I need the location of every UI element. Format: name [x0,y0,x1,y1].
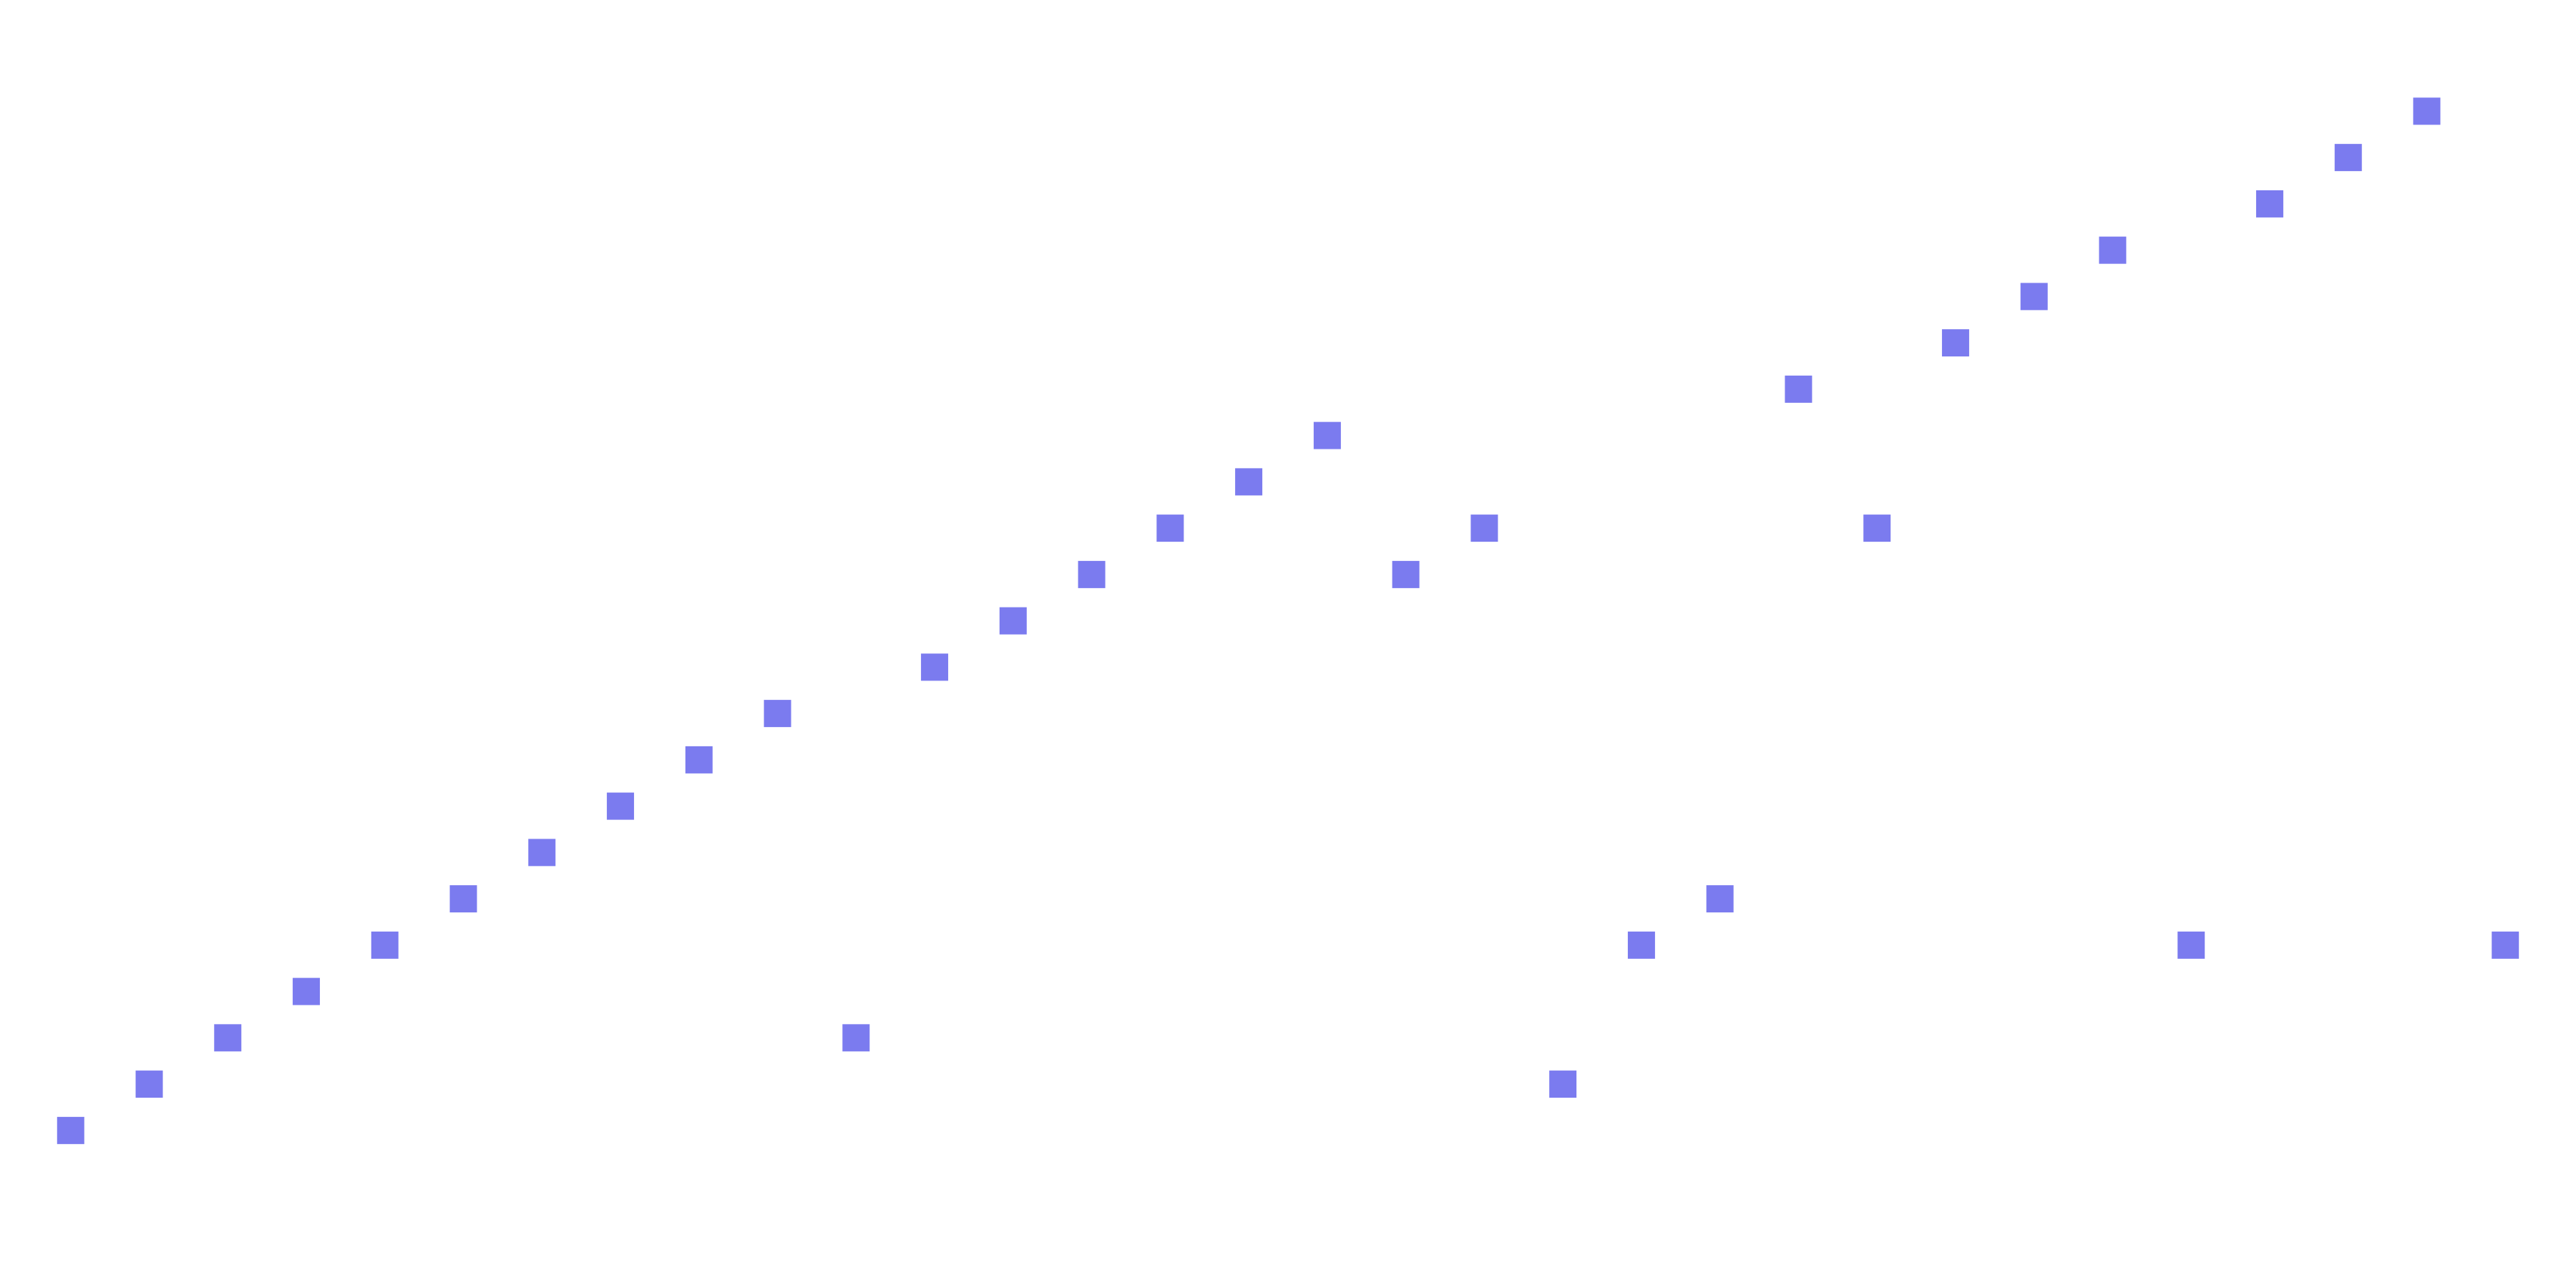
scatter-point [528,839,556,867]
scatter-point [607,792,635,820]
scatter-point [1627,931,1655,959]
scatter-point [2177,931,2205,959]
scatter-point [1392,560,1420,588]
scatter-point [214,1024,242,1052]
scatter-point [2492,931,2519,959]
scatter-point [1941,329,1969,357]
scatter-point [371,931,399,959]
scatter-point [135,1070,163,1098]
scatter-point [1863,514,1891,542]
scatter-point [999,607,1027,635]
scatter-point [685,746,713,774]
scatter-point [2099,236,2127,264]
scatter-point [1313,421,1341,449]
scatter-point [1785,375,1813,403]
scatter-point [2020,283,2048,311]
scatter-point [57,1116,84,1144]
scatter-point [1470,514,1498,542]
scatter-point [2334,144,2362,172]
scatter-point [763,700,791,728]
scatter-series [57,97,2519,1144]
scatter-point [1549,1070,1577,1098]
scatter-point [1156,514,1184,542]
scatter-point [921,653,949,681]
scatter-point [1706,885,1734,913]
scatter-point [2413,97,2441,125]
scatter-point [2255,190,2283,218]
scatter-point [293,977,321,1005]
scatter-point [1078,560,1106,588]
scatter-point [1235,468,1263,496]
scatter-point [842,1024,870,1052]
scatter-point [449,885,477,913]
